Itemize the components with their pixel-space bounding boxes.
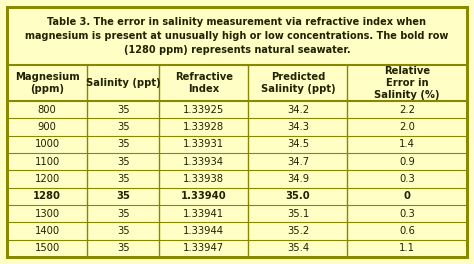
- Text: 35: 35: [117, 105, 129, 115]
- Text: 35.2: 35.2: [287, 226, 309, 236]
- Text: 1000: 1000: [35, 139, 60, 149]
- Text: 35: 35: [117, 226, 129, 236]
- Text: 1.1: 1.1: [399, 243, 415, 253]
- Text: 0.9: 0.9: [399, 157, 415, 167]
- Text: 1.33938: 1.33938: [183, 174, 224, 184]
- Text: 1.33934: 1.33934: [183, 157, 224, 167]
- Text: 0.3: 0.3: [399, 209, 415, 219]
- Text: 1300: 1300: [35, 209, 60, 219]
- Text: Table 3. The error in salinity measurement via refractive index when
magnesium i: Table 3. The error in salinity measureme…: [25, 17, 449, 55]
- Text: 35: 35: [116, 191, 130, 201]
- Text: 0.6: 0.6: [399, 226, 415, 236]
- Text: 1.33931: 1.33931: [183, 139, 224, 149]
- Text: 1.33944: 1.33944: [183, 226, 224, 236]
- Text: 1.33925: 1.33925: [183, 105, 224, 115]
- Text: 35: 35: [117, 139, 129, 149]
- Text: 2.2: 2.2: [399, 105, 415, 115]
- Text: 1.33940: 1.33940: [181, 191, 227, 201]
- Text: 35: 35: [117, 174, 129, 184]
- Text: 0: 0: [404, 191, 410, 201]
- Text: 34.5: 34.5: [287, 139, 309, 149]
- Text: 34.7: 34.7: [287, 157, 309, 167]
- Text: 35.1: 35.1: [287, 209, 309, 219]
- Text: Refractive
Index: Refractive Index: [174, 72, 233, 94]
- Text: 1.4: 1.4: [399, 139, 415, 149]
- Text: 1.33947: 1.33947: [183, 243, 224, 253]
- Text: 35: 35: [117, 243, 129, 253]
- Text: 1280: 1280: [33, 191, 61, 201]
- Text: 1.33941: 1.33941: [183, 209, 224, 219]
- Text: 900: 900: [38, 122, 57, 132]
- Text: 1.33928: 1.33928: [183, 122, 224, 132]
- Text: 34.2: 34.2: [287, 105, 309, 115]
- Text: 1200: 1200: [35, 174, 60, 184]
- Text: 34.3: 34.3: [287, 122, 309, 132]
- Text: 35: 35: [117, 209, 129, 219]
- Text: 800: 800: [38, 105, 56, 115]
- Text: Salinity (ppt): Salinity (ppt): [86, 78, 161, 88]
- Text: 35: 35: [117, 122, 129, 132]
- Text: 34.9: 34.9: [287, 174, 309, 184]
- Text: 35.4: 35.4: [287, 243, 309, 253]
- Text: 35: 35: [117, 157, 129, 167]
- Text: Predicted
Salinity (ppt): Predicted Salinity (ppt): [261, 72, 335, 94]
- Text: Magnesium
(ppm): Magnesium (ppm): [15, 72, 80, 94]
- Text: 35.0: 35.0: [286, 191, 310, 201]
- Text: Relative
Error in
Salinity (%): Relative Error in Salinity (%): [374, 65, 440, 100]
- Text: 0.3: 0.3: [399, 174, 415, 184]
- Text: 2.0: 2.0: [399, 122, 415, 132]
- Text: 1500: 1500: [35, 243, 60, 253]
- Text: 1100: 1100: [35, 157, 60, 167]
- Text: 1400: 1400: [35, 226, 60, 236]
